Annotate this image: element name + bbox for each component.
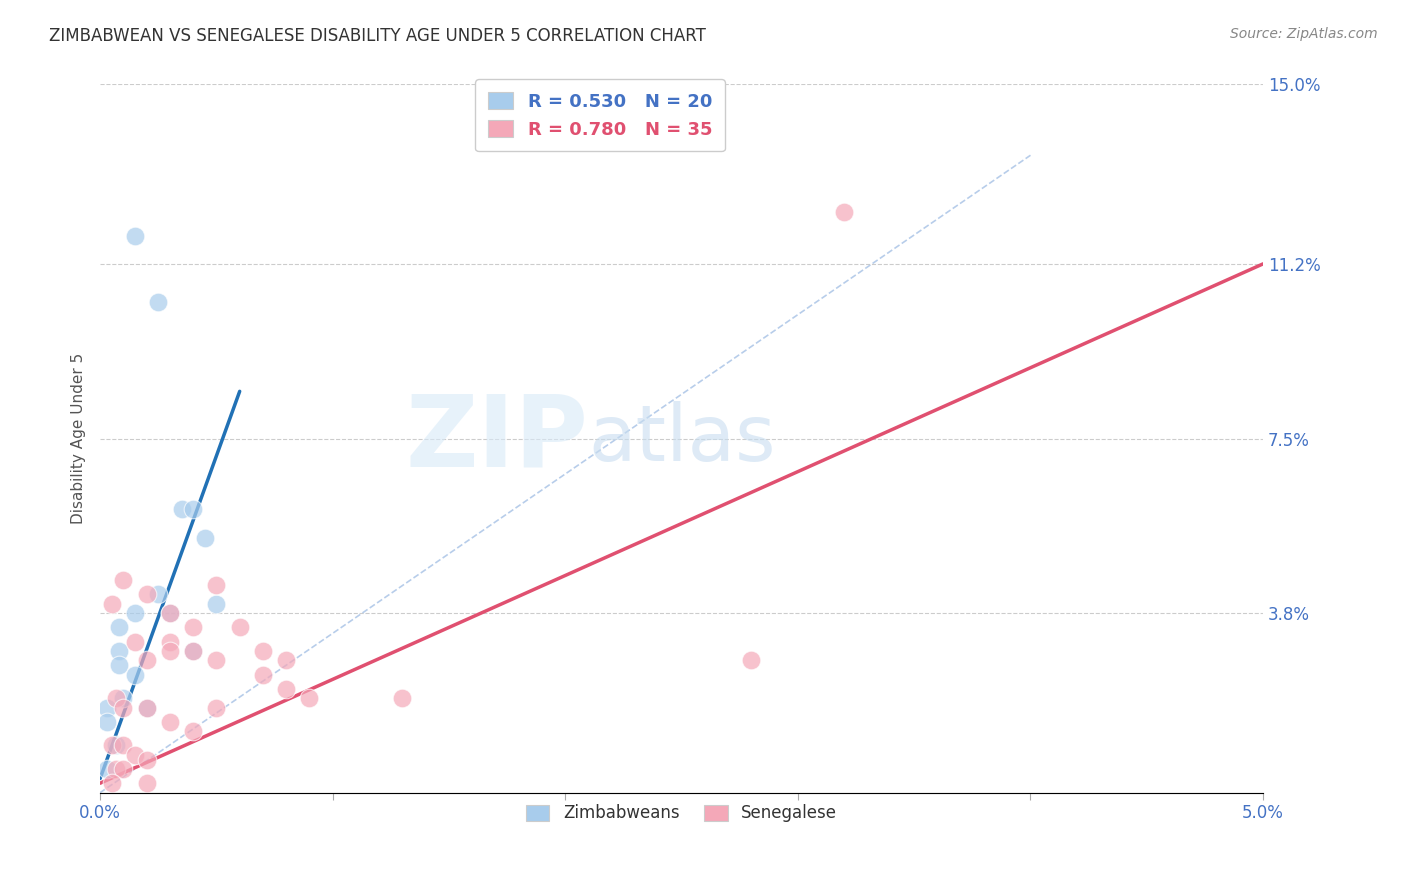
Point [112, 762, 135, 776]
Point [105, 739, 128, 753]
Point [159, 714, 181, 729]
Point [112, 700, 135, 714]
Point [391, 691, 413, 706]
Point [740, 653, 762, 667]
Legend: Zimbabweans, Senegalese: Zimbabweans, Senegalese [515, 793, 849, 834]
Point [124, 634, 146, 648]
Point [100, 776, 122, 790]
Point [181, 644, 204, 658]
Point [112, 739, 135, 753]
Point [148, 587, 170, 601]
Point [135, 587, 157, 601]
Point [276, 681, 298, 696]
Point [96, 700, 118, 714]
Point [159, 606, 181, 620]
Point [205, 700, 228, 714]
Point [135, 753, 157, 767]
Point [834, 205, 856, 219]
Point [107, 644, 129, 658]
Point [107, 658, 129, 673]
Point [298, 691, 321, 706]
Point [170, 502, 193, 516]
Point [135, 653, 157, 667]
Text: ZIP: ZIP [406, 390, 589, 487]
Text: Source: ZipAtlas.com: Source: ZipAtlas.com [1230, 27, 1378, 41]
Point [112, 691, 135, 706]
Point [205, 653, 228, 667]
Point [100, 739, 122, 753]
Point [124, 606, 146, 620]
Point [228, 620, 250, 634]
Y-axis label: Disability Age Under 5: Disability Age Under 5 [72, 353, 86, 524]
Point [181, 502, 204, 516]
Point [107, 620, 129, 634]
Point [276, 653, 298, 667]
Point [96, 714, 118, 729]
Point [181, 644, 204, 658]
Text: ZIMBABWEAN VS SENEGALESE DISABILITY AGE UNDER 5 CORRELATION CHART: ZIMBABWEAN VS SENEGALESE DISABILITY AGE … [49, 27, 706, 45]
Point [135, 700, 157, 714]
Point [252, 667, 274, 681]
Point [105, 691, 128, 706]
Point [205, 597, 228, 611]
Point [105, 762, 128, 776]
Point [194, 531, 217, 545]
Point [112, 573, 135, 587]
Point [205, 578, 228, 592]
Point [135, 776, 157, 790]
Point [96, 762, 118, 776]
Text: atlas: atlas [589, 401, 776, 476]
Point [159, 644, 181, 658]
Point [252, 644, 274, 658]
Point [135, 700, 157, 714]
Point [181, 620, 204, 634]
Point [181, 724, 204, 739]
Point [124, 667, 146, 681]
Point [148, 294, 170, 309]
Point [159, 634, 181, 648]
Point [100, 597, 122, 611]
Point [159, 606, 181, 620]
Point [124, 747, 146, 762]
Point [124, 228, 146, 243]
